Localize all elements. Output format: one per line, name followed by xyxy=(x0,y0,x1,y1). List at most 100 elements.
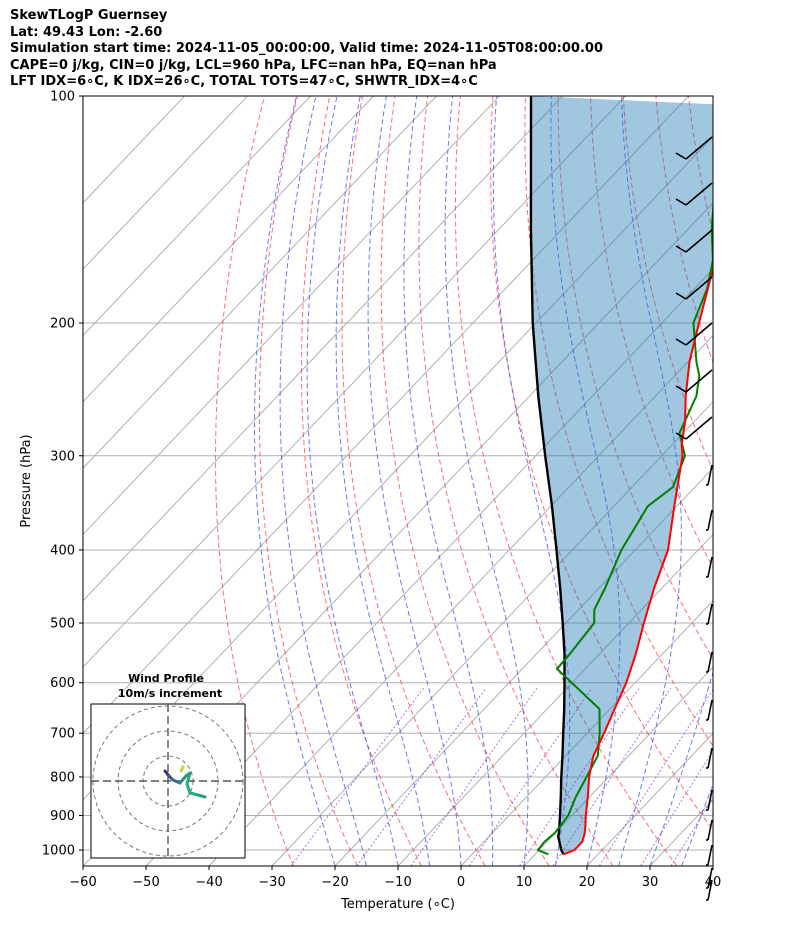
x-tick-label: −30 xyxy=(258,875,285,890)
mixing-ratio-line xyxy=(468,687,593,866)
dry-adiabat xyxy=(655,96,713,364)
wind-barb-staff xyxy=(707,867,713,889)
wind-barb-staff xyxy=(707,556,713,578)
dry-adiabat xyxy=(454,96,678,866)
wind-barb-flag xyxy=(675,292,687,300)
wind-barb-staff xyxy=(707,651,713,673)
isotherm-line xyxy=(145,268,713,866)
dry-adiabat xyxy=(418,96,614,866)
wind-barb-staff xyxy=(707,747,713,769)
moist-adiabat xyxy=(254,96,336,866)
wind-profile-inset: Wind Profile 10m/s increment xyxy=(90,672,246,859)
moist-adiabat xyxy=(335,96,430,866)
moist-adiabat xyxy=(550,96,621,866)
axis-ticks: −60 −50 −40 −30 −20 −10 0 10 20 30 401002003004005… xyxy=(42,90,721,891)
isotherm-line xyxy=(83,96,248,270)
isotherm-line xyxy=(83,96,374,403)
dry-adiabat xyxy=(490,96,713,831)
x-tick-label: −50 xyxy=(132,875,159,890)
isotherm-line xyxy=(83,96,563,602)
wind-barb-staff xyxy=(707,509,713,531)
dry-adiabat xyxy=(754,96,794,866)
wind-barb-flag xyxy=(675,198,687,206)
wind-barb-flag xyxy=(675,432,687,440)
dry-adiabat xyxy=(721,96,794,866)
x-tick-label: 30 xyxy=(642,875,659,890)
moist-adiabat xyxy=(712,864,713,866)
wind-barb-staff xyxy=(707,879,713,901)
moist-adiabat xyxy=(403,96,494,866)
wind-barb-staff xyxy=(707,789,713,811)
wind-barb-staff xyxy=(707,819,713,841)
chart-title: SkewTLogP Guernsey xyxy=(10,8,168,23)
isotherm-line xyxy=(460,600,713,866)
wind-barb-flag xyxy=(675,385,687,393)
hodograph-segment xyxy=(196,793,207,799)
wind-barb-staff xyxy=(707,464,713,486)
wind-barb-staff xyxy=(685,229,713,253)
wind-barb-staff xyxy=(685,182,713,206)
isotherm-line xyxy=(83,96,689,735)
moist-adiabat xyxy=(306,96,399,866)
mixing-ratio-line xyxy=(552,687,672,866)
mixing-ratio-line xyxy=(290,687,424,866)
dry-adiabat xyxy=(214,96,294,866)
dry-adiabat xyxy=(622,96,713,472)
dry-adiabat xyxy=(524,96,713,747)
hodograph-segment xyxy=(185,771,192,786)
wind-barb-staff xyxy=(685,276,713,300)
hodograph-segment xyxy=(185,782,192,795)
isotherm-line xyxy=(208,334,713,866)
wind-barb-staff xyxy=(685,416,713,440)
wind-barbs xyxy=(675,136,713,901)
wind-barb-staff xyxy=(685,136,713,160)
mixing-ratio-line xyxy=(598,688,713,866)
hodograph-segment xyxy=(179,765,185,773)
isotherm-line xyxy=(586,732,713,866)
wind-barb-staff xyxy=(707,699,713,721)
isotherm-line xyxy=(83,96,437,469)
x-tick-label: −20 xyxy=(321,875,348,890)
x-tick-label: −40 xyxy=(195,875,222,890)
x-tick-label: 0 xyxy=(457,875,465,890)
dry-adiabat xyxy=(380,96,550,866)
cin-cape-shading xyxy=(530,96,713,855)
y-tick-label: 900 xyxy=(50,809,75,824)
y-tick-label: 200 xyxy=(50,316,75,331)
isotherm-line xyxy=(83,96,500,536)
temperature-line xyxy=(563,266,713,856)
isotherm-line xyxy=(83,96,311,337)
dry-adiabat xyxy=(341,96,486,866)
location-line: Lat: 49.43 Lon: -2.60 xyxy=(10,24,163,40)
y-tick-label: 1000 xyxy=(42,844,75,859)
wind-barb-flag xyxy=(675,152,687,160)
dry-adiabat xyxy=(300,96,422,866)
x-tick-label: 10 xyxy=(516,875,533,890)
mixing-ratio-line xyxy=(356,687,487,866)
y-tick-label: 700 xyxy=(50,727,75,742)
wind-barb-flag xyxy=(675,245,687,253)
isotherm-line xyxy=(397,533,713,866)
moist-adiabat xyxy=(649,670,713,866)
chart-header: SkewTLogP Guernsey Lat: 49.43 Lon: -2.60… xyxy=(10,8,603,91)
dry-adiabat xyxy=(590,96,713,569)
y-tick-label: 600 xyxy=(50,676,75,691)
y-tick-label: 100 xyxy=(50,90,75,105)
wind-barb-staff xyxy=(707,603,713,625)
x-tick-label: 20 xyxy=(579,875,596,890)
mixing-ratio-line xyxy=(518,687,640,866)
time-line: Simulation start time: 2024-11-05_00:00:… xyxy=(10,41,603,56)
isotherm-line xyxy=(83,96,626,668)
dry-adiabat xyxy=(557,96,713,660)
isotherm-line xyxy=(776,96,794,866)
mixing-ratio-line xyxy=(410,687,538,866)
x-tick-label: −10 xyxy=(384,875,411,890)
y-tick-label: 300 xyxy=(50,449,75,464)
inset-title: Wind Profile xyxy=(128,672,204,685)
isotherm-line xyxy=(271,401,713,866)
moist-adiabat xyxy=(681,783,713,866)
isotherm-line xyxy=(523,666,713,866)
hodograph-segment xyxy=(178,774,188,785)
y-tick-label: 400 xyxy=(50,543,75,558)
